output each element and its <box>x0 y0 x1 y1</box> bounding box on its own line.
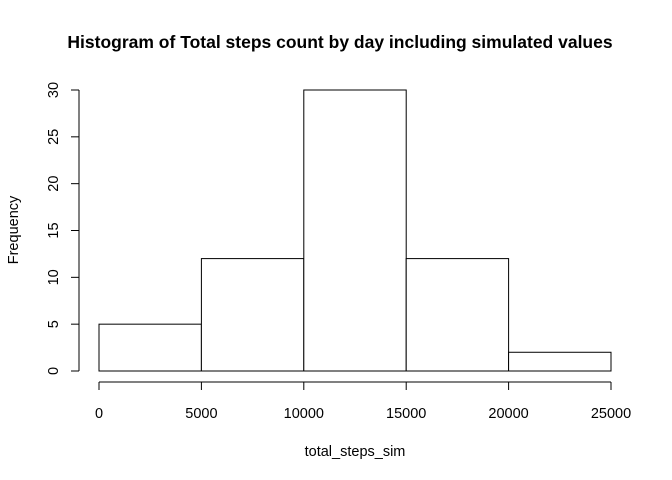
x-tick-label: 10000 <box>284 406 324 422</box>
chart-title: Histogram of Total steps count by day in… <box>67 32 612 52</box>
histogram-bar-3 <box>405 258 510 372</box>
x-axis: 0 5000 10000 15000 20000 25000 <box>95 381 631 422</box>
y-tick-label: 20 <box>46 176 62 192</box>
histogram-bar-2 <box>303 89 407 372</box>
x-tick-label: 25000 <box>591 406 631 422</box>
x-axis-label: total_steps_sim <box>305 444 406 460</box>
y-tick-label: 15 <box>46 222 62 238</box>
x-tick-label: 5000 <box>185 406 217 422</box>
histogram-bar-0 <box>98 323 202 372</box>
bars-group <box>98 89 612 372</box>
x-tick-label: 20000 <box>488 406 528 422</box>
y-tick-label: 5 <box>46 320 62 328</box>
x-tick-label: 0 <box>95 406 103 422</box>
y-tick-label: 25 <box>46 129 62 145</box>
y-axis-label: Frequency <box>6 195 22 264</box>
y-axis: 0 5 10 15 20 25 30 <box>46 82 80 375</box>
histogram-bar-4 <box>508 351 612 372</box>
y-tick-label: 10 <box>46 269 62 285</box>
histogram-bar-1 <box>200 258 305 372</box>
x-tick-label: 15000 <box>386 406 426 422</box>
y-tick-label: 0 <box>46 367 62 375</box>
y-tick-label: 30 <box>46 82 62 98</box>
